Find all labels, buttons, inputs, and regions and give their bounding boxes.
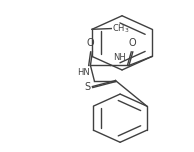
Text: S: S [84,82,91,92]
Text: O: O [128,38,136,48]
Text: NH: NH [113,53,126,62]
Text: O: O [87,38,94,48]
Text: HN: HN [77,69,90,78]
Text: CH$_3$: CH$_3$ [112,22,130,35]
